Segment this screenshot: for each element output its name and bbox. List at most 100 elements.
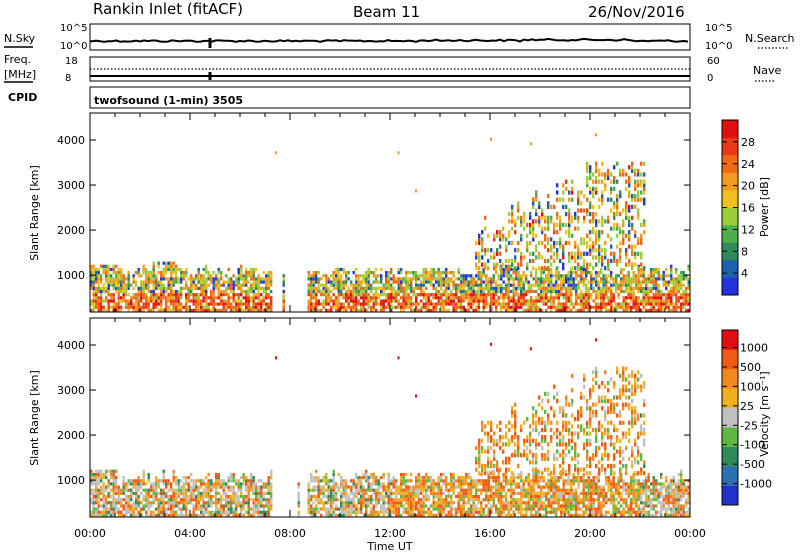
scatter-cell xyxy=(517,204,520,209)
scatter-cell xyxy=(485,296,488,300)
scatter-cell xyxy=(380,494,383,499)
scatter-cell xyxy=(677,283,680,287)
scatter-cell xyxy=(595,248,598,253)
scatter-cell xyxy=(425,510,428,514)
scatter-cell xyxy=(135,280,138,284)
scatter-cell xyxy=(607,274,610,278)
scatter-cell xyxy=(430,299,433,303)
scatter-cell xyxy=(462,283,465,287)
scatter-cell xyxy=(102,305,105,309)
scatter-cell xyxy=(155,305,158,309)
scatter-cell xyxy=(589,219,592,224)
scatter-cell xyxy=(152,286,155,290)
scatter-cell xyxy=(212,296,215,300)
scatter-cell xyxy=(652,271,655,275)
scatter-cell xyxy=(210,293,213,297)
scatter-cell xyxy=(362,476,365,480)
scatter-cell xyxy=(367,274,370,278)
scatter-cell xyxy=(595,190,598,195)
scatter-cell xyxy=(317,283,320,287)
scatter-cell xyxy=(112,271,115,275)
scatter-cell xyxy=(457,479,460,483)
scatter-cell xyxy=(625,274,628,278)
scatter-cell xyxy=(687,296,690,300)
scatter-cell xyxy=(112,510,115,514)
scatter-cell xyxy=(628,244,631,249)
scatter-cell xyxy=(395,280,398,284)
scatter-cell xyxy=(472,296,475,300)
scatter-cell xyxy=(387,504,390,508)
scatter-cell xyxy=(345,271,348,275)
scatter-cell xyxy=(417,274,420,278)
scatter-cell xyxy=(493,237,496,242)
scatter-cell xyxy=(307,494,310,499)
scatter-cell xyxy=(437,293,440,297)
scatter-cell xyxy=(367,299,370,303)
scatter-cell xyxy=(140,507,143,511)
scatter-cell xyxy=(568,255,571,260)
scatter-cell xyxy=(622,289,625,294)
scatter-cell xyxy=(442,305,445,309)
scatter-cell xyxy=(357,289,360,294)
scatter-cell xyxy=(585,296,588,300)
scatter-cell xyxy=(195,504,198,508)
scatter-cell xyxy=(332,510,335,514)
scatter-cell xyxy=(547,488,550,492)
scatter-cell xyxy=(317,485,320,489)
scatter-cell xyxy=(395,504,398,508)
scatter-cell xyxy=(112,280,115,284)
scatter-cell xyxy=(630,308,633,312)
scatter-cell xyxy=(230,305,233,309)
scatter-cell xyxy=(245,293,248,297)
scatter-cell xyxy=(310,513,313,517)
scatter-cell xyxy=(215,488,218,492)
scatter-cell xyxy=(481,230,484,235)
scatter-cell xyxy=(225,501,228,505)
scatter-cell xyxy=(559,215,562,220)
scatter-cell xyxy=(342,507,345,511)
scatter-cell xyxy=(177,485,180,489)
scatter-cell xyxy=(541,212,544,217)
scatter-cell xyxy=(322,488,325,492)
scatter-cell xyxy=(472,308,475,312)
scatter-cell xyxy=(387,274,390,278)
scatter-cell xyxy=(112,504,115,508)
scatter-cell xyxy=(530,479,533,483)
scatter-cell xyxy=(370,498,373,502)
scatter-cell xyxy=(562,280,565,284)
scatter-cell xyxy=(145,271,148,275)
scatter-cell xyxy=(387,476,390,480)
scatter-cell xyxy=(685,302,688,306)
scatter-cell xyxy=(555,501,558,505)
scatter-cell xyxy=(327,289,330,294)
scatter-cell xyxy=(595,308,598,312)
scatter-cell xyxy=(613,179,616,184)
scatter-cell xyxy=(232,479,235,483)
scatter-cell xyxy=(242,476,245,480)
scatter-cell xyxy=(315,513,318,517)
scatter-cell xyxy=(322,491,325,495)
scatter-cell xyxy=(200,494,203,499)
scatter-cell xyxy=(610,283,613,287)
scatter-cell xyxy=(565,501,568,505)
scatter-cell xyxy=(532,237,535,242)
scatter-cell xyxy=(472,494,475,499)
scatter-cell xyxy=(235,302,238,306)
scatter-cell xyxy=(180,498,183,502)
scatter-cell xyxy=(637,168,640,173)
scatter-cell xyxy=(100,308,103,312)
scatter-cell xyxy=(432,507,435,511)
scatter-cell xyxy=(482,308,485,312)
scatter-cell xyxy=(145,283,148,287)
scatter-cell xyxy=(480,296,483,300)
scatter-cell xyxy=(565,305,568,309)
scatter-cell xyxy=(625,251,628,256)
scatter-cell xyxy=(190,299,193,303)
scatter-cell xyxy=(375,510,378,514)
scatter-cell xyxy=(568,208,571,213)
scatter-cell xyxy=(382,286,385,290)
scatter-cell xyxy=(601,190,604,195)
scatter-cell xyxy=(517,510,520,514)
scatter-cell xyxy=(100,286,103,290)
scatter-cell xyxy=(347,305,350,309)
